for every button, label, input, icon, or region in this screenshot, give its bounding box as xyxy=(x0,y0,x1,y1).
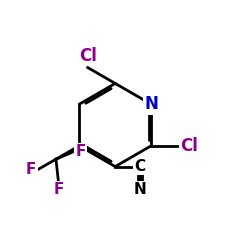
Text: F: F xyxy=(53,182,64,198)
Text: F: F xyxy=(76,144,86,160)
Text: Cl: Cl xyxy=(180,137,198,155)
Text: Cl: Cl xyxy=(79,47,97,65)
Text: F: F xyxy=(26,162,36,176)
Text: N: N xyxy=(134,182,146,197)
Text: N: N xyxy=(144,95,158,113)
Text: C: C xyxy=(134,159,146,174)
